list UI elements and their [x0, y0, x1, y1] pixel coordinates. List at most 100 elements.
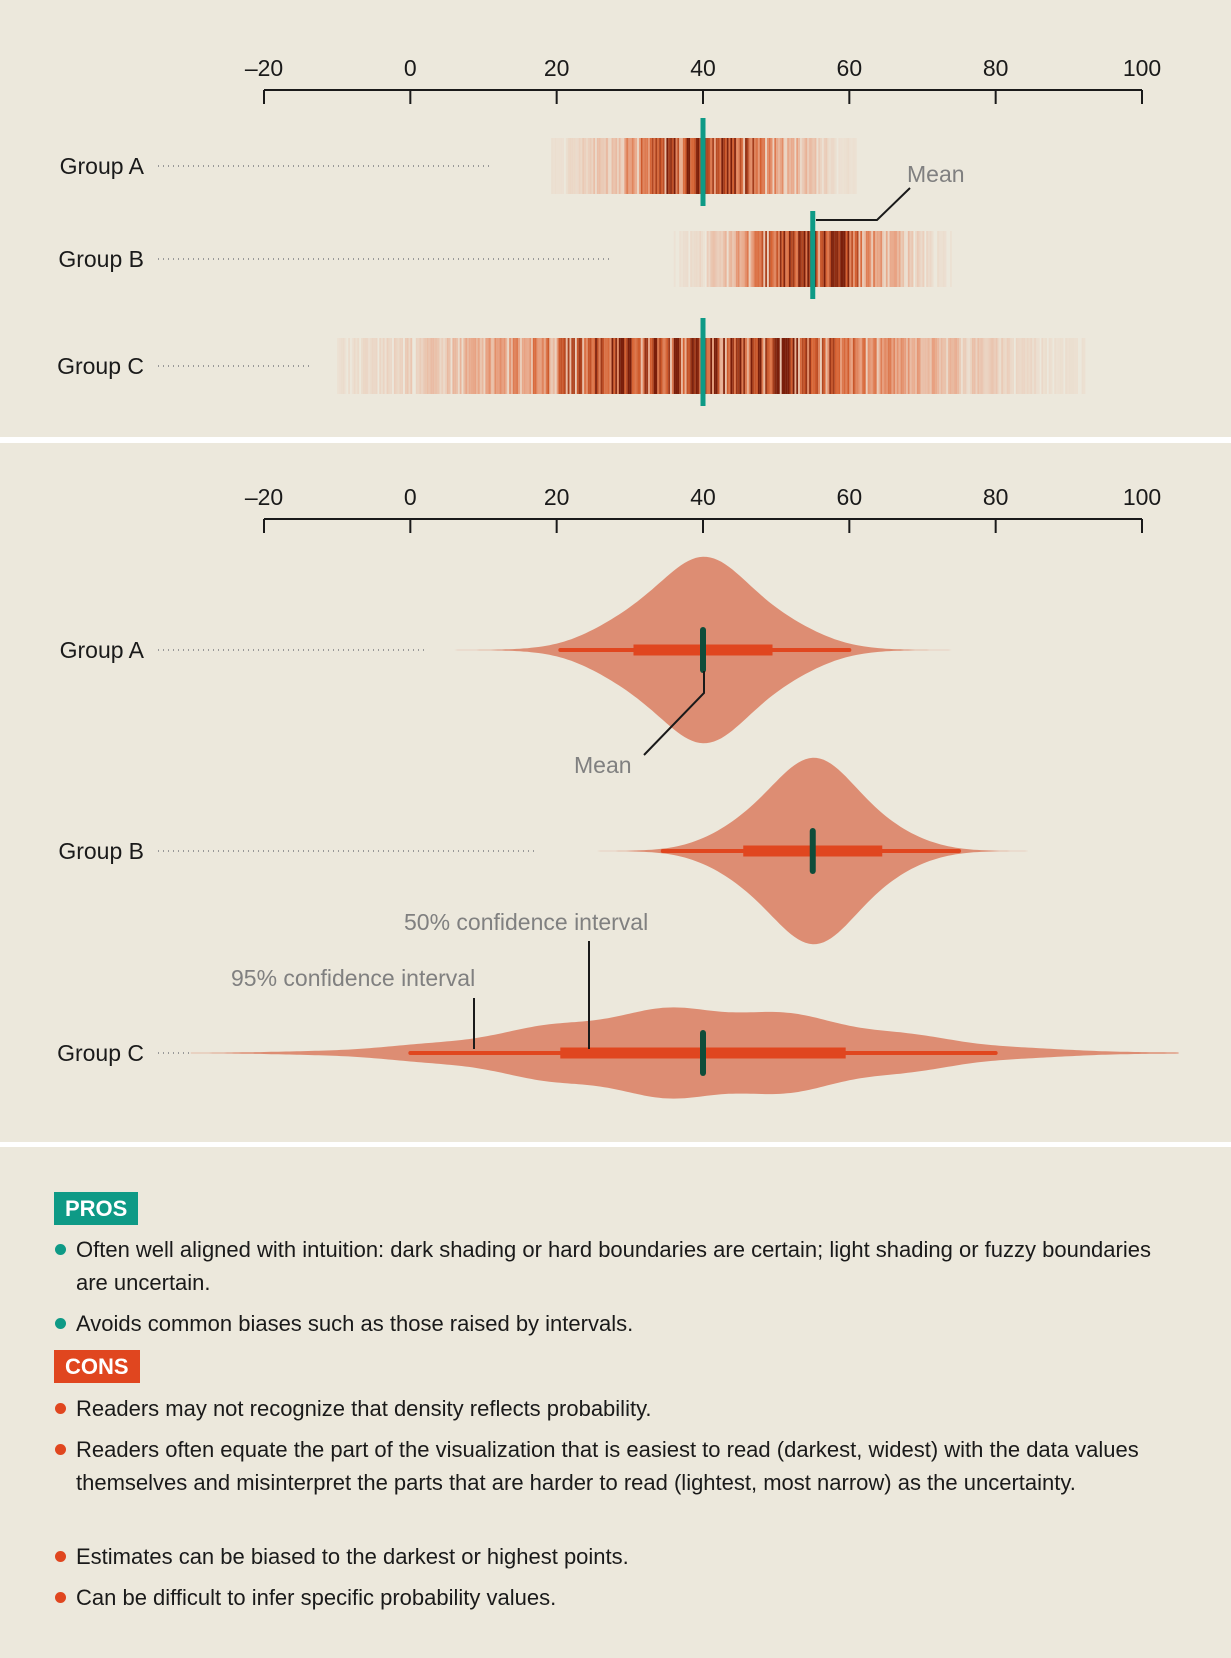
strip-band — [955, 338, 958, 394]
strip-band — [796, 138, 799, 194]
strip-band — [617, 138, 619, 194]
strip-band — [783, 231, 786, 287]
pros-item-text: Avoids common biases such as those raise… — [76, 1311, 634, 1336]
strip-band — [366, 338, 369, 394]
strip-band — [615, 138, 618, 194]
strip-band — [337, 338, 340, 394]
violin-chart: –20 0 20 40 60 80 100 Group A Group B Group C Me… — [57, 484, 1179, 1099]
strip-band — [944, 338, 947, 394]
strip-band — [863, 338, 866, 394]
strip-band — [399, 338, 402, 394]
pros-item: Avoids common biases such as those raise… — [55, 1307, 1186, 1340]
strip-band — [708, 231, 711, 287]
strip-band — [633, 338, 636, 394]
strip-band — [757, 231, 760, 287]
strip-band — [593, 138, 596, 194]
strip-band — [922, 231, 925, 287]
strip-band — [726, 231, 729, 287]
strip-band — [492, 338, 495, 394]
strip-band — [748, 231, 751, 287]
strip-band — [871, 338, 874, 394]
strip-band — [695, 338, 698, 394]
strip-band — [432, 338, 435, 394]
strip-band — [1057, 338, 1060, 394]
x-tick-label: 20 — [544, 55, 570, 81]
strip-band — [1035, 338, 1038, 394]
strip-band — [799, 231, 802, 287]
strip-band — [677, 338, 680, 394]
strip-band — [437, 338, 440, 394]
strip-band — [781, 231, 784, 287]
strip-band — [713, 138, 716, 194]
strip-band — [904, 338, 907, 394]
strip-band — [915, 338, 918, 394]
x-tick-label: –20 — [245, 484, 283, 510]
strip-band — [959, 338, 961, 394]
strip-band — [719, 231, 722, 287]
strip-band — [801, 138, 804, 194]
strip-band — [860, 338, 863, 394]
strip-band — [657, 338, 660, 394]
strip-band — [353, 338, 356, 394]
strip-band — [637, 138, 640, 194]
strip-band — [779, 338, 782, 394]
strip-band — [990, 338, 993, 394]
strip-band — [757, 138, 760, 194]
cons-item: Can be difficult to infer specific proba… — [55, 1581, 1186, 1614]
strip-band — [344, 338, 347, 394]
strip-band — [542, 338, 544, 394]
strip-band — [496, 338, 499, 394]
strip-band — [693, 338, 696, 394]
strip-band — [1041, 338, 1044, 394]
strip-band — [911, 231, 914, 287]
annotations: Mean 50% confidence interval 95% confide… — [231, 671, 705, 1049]
strip-band — [562, 138, 565, 194]
strip-band — [748, 338, 751, 394]
strip-band — [620, 138, 623, 194]
strip-band — [602, 338, 605, 394]
pros-item-text: Often well aligned with intuition: dark … — [76, 1237, 1151, 1295]
strip-band — [686, 138, 689, 194]
strip-band — [876, 231, 879, 287]
strip-band — [384, 338, 387, 394]
cons-tag: CONS — [54, 1350, 140, 1383]
strip-band — [1083, 338, 1086, 394]
strip-band — [554, 338, 557, 394]
strip-band — [545, 338, 548, 394]
strip-band — [662, 138, 665, 194]
strip-band — [847, 231, 850, 287]
strip-band — [825, 138, 828, 194]
strip-band — [898, 231, 901, 287]
strip-band — [772, 138, 775, 194]
strip-band — [834, 338, 837, 394]
pros-bullet-dot — [55, 1244, 66, 1255]
strip-band — [827, 138, 830, 194]
violin-chart-panel: –20 0 20 40 60 80 100 Group A Group B Group C Me… — [0, 443, 1231, 1142]
strip-band — [710, 138, 713, 194]
strip-band — [801, 231, 804, 287]
strip-band — [664, 138, 667, 194]
strip-band — [988, 338, 991, 394]
strip-band — [999, 338, 1002, 394]
strip-band — [809, 338, 811, 394]
strip-band — [668, 138, 671, 194]
strip-band — [1037, 338, 1040, 394]
strip-band — [862, 231, 865, 287]
strip-band — [677, 138, 680, 194]
strip-band — [938, 338, 941, 394]
strip-band — [977, 338, 980, 394]
strip-band — [843, 231, 846, 287]
strip-band — [856, 231, 859, 287]
strip-band — [732, 138, 735, 194]
strip-band — [821, 338, 824, 394]
strip-band — [682, 338, 685, 394]
strip-band — [840, 231, 843, 287]
strip-band — [690, 338, 693, 394]
mean-annotation: Mean — [574, 752, 632, 778]
strip-band — [512, 338, 515, 394]
strip-band — [781, 138, 784, 194]
x-tick-label: 100 — [1123, 55, 1161, 81]
strip-band — [757, 338, 760, 394]
strip-band — [675, 138, 678, 194]
strip-band — [659, 338, 661, 394]
